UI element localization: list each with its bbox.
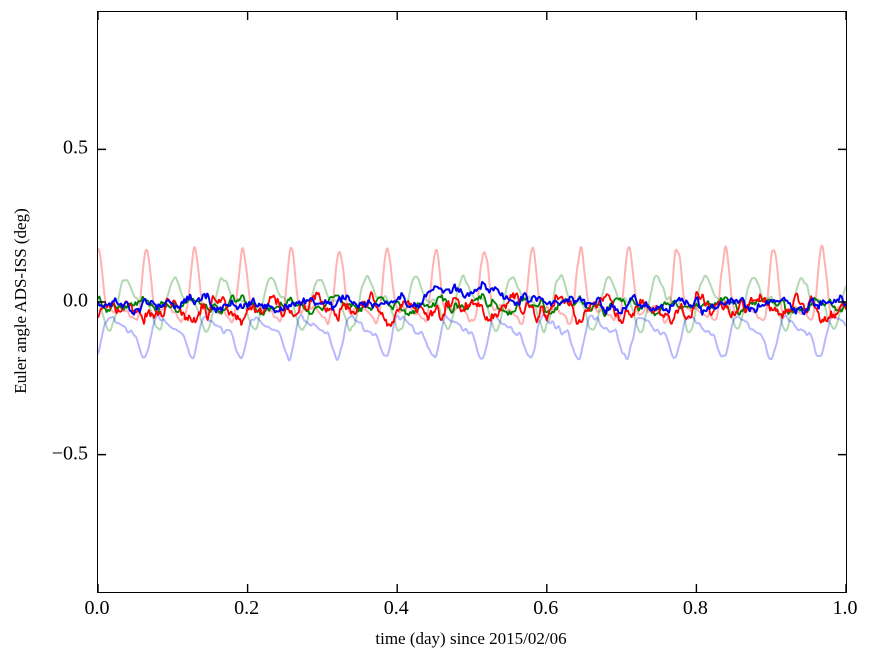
x-tick-label: 0.8 — [682, 597, 708, 619]
plot-area — [97, 11, 847, 593]
y-axis-label: Euler angle ADS-ISS (deg) — [11, 208, 30, 394]
y-tick-label: 0.0 — [63, 289, 88, 312]
y-tick-label: 0.5 — [63, 136, 88, 159]
x-axis-label: time (day) since 2015/02/06 — [375, 629, 567, 648]
plot-canvas — [98, 12, 846, 592]
x-tick-label: 0.2 — [234, 597, 260, 619]
x-tick-label: 0.0 — [84, 597, 110, 619]
x-tick-label: 1.0 — [832, 597, 858, 619]
y-tick-label: −0.5 — [51, 442, 88, 465]
x-tick-label: 0.6 — [533, 597, 559, 619]
x-tick-label: 0.4 — [383, 597, 409, 619]
